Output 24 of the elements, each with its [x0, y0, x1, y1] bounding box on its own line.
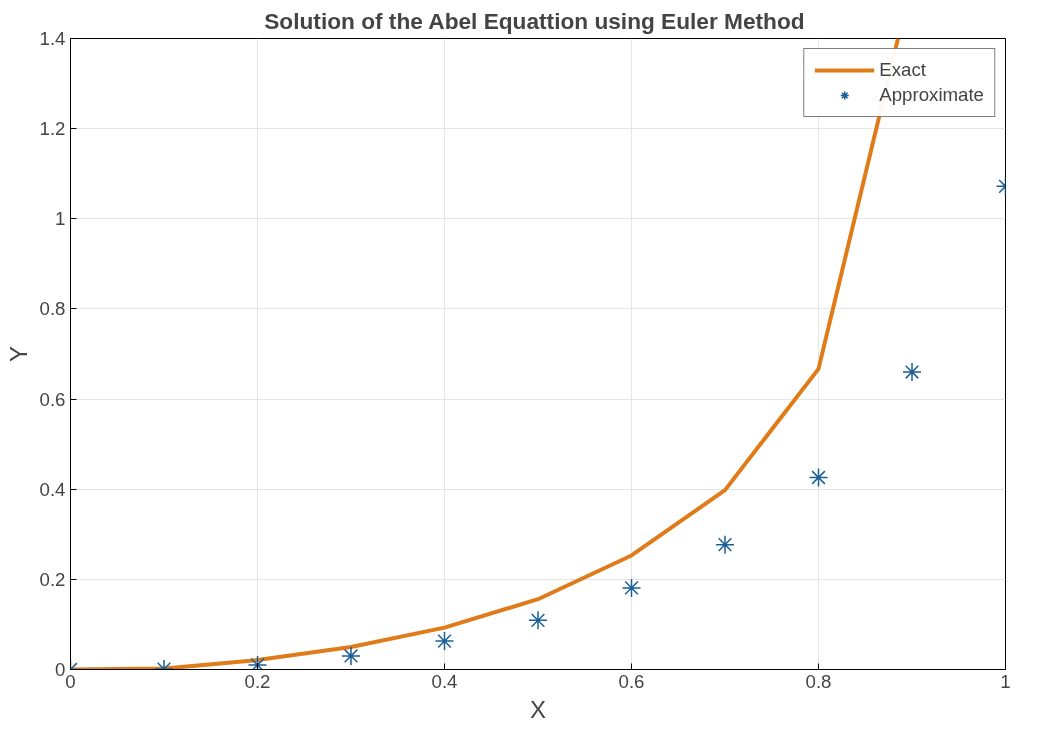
point	[902, 362, 922, 382]
x-tick-label: 0.6	[618, 670, 645, 692]
y-tick-label: 1	[55, 208, 66, 230]
y-axis-title: Y	[4, 345, 32, 362]
x-tick-label: 0.4	[431, 670, 458, 692]
point	[434, 631, 455, 651]
point	[528, 610, 548, 631]
y-tick-label: 0.8	[39, 298, 66, 320]
legend-label: Exact	[879, 59, 926, 81]
y-tick-label: 1.2	[39, 118, 66, 140]
point	[715, 534, 735, 555]
legend-label: Approximate	[879, 84, 984, 106]
point	[341, 646, 361, 666]
x-axis-title: X	[530, 695, 547, 723]
y-tick-label: 0.4	[39, 478, 66, 500]
x-tick-label: 1	[1000, 670, 1011, 692]
y-tick-label: 1.4	[39, 28, 66, 49]
x-tick-label: 0.8	[805, 670, 832, 692]
chart-title: Solution of the Abel Equattion using Euler Method	[264, 7, 805, 34]
y-tick-label: 0.6	[39, 388, 66, 410]
point	[808, 467, 829, 488]
point	[621, 578, 642, 598]
y-tick-label: 0.2	[39, 568, 66, 590]
x-tick-label: 0.2	[244, 670, 271, 692]
